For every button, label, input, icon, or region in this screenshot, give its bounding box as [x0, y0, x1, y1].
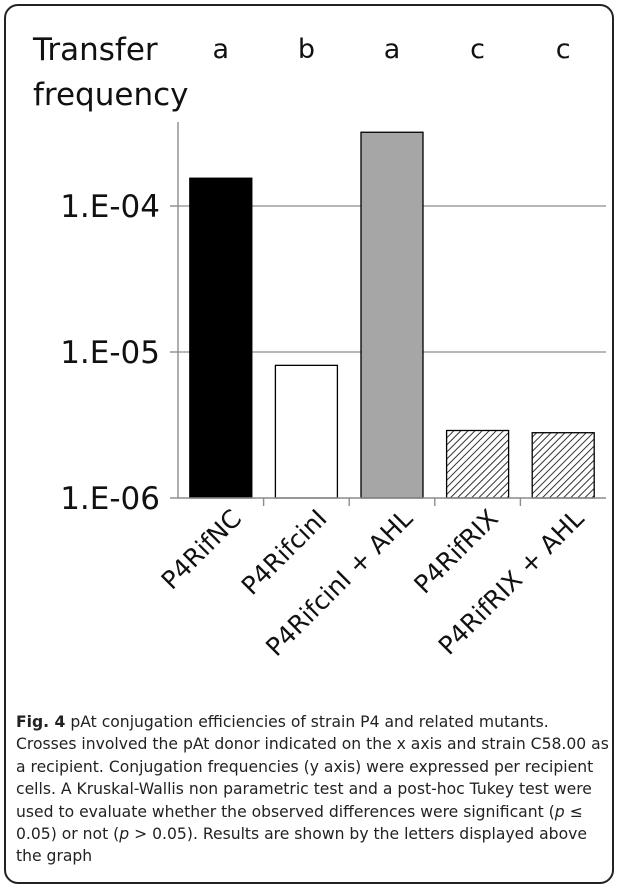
x-tick-label: P4RifNC: [156, 504, 247, 595]
bar: [274, 364, 339, 499]
caption-p-symbol: p: [554, 802, 565, 821]
caption-p-symbol: p: [119, 825, 130, 844]
caption-text: pAt conjugation efficiencies of strain P…: [16, 713, 609, 821]
x-tick-label: P4RifRIX + AHL: [433, 504, 590, 661]
significance-letter: b: [298, 34, 315, 65]
bar: [360, 131, 424, 499]
x-tick-label: P4RifcinI + AHL: [260, 504, 418, 662]
y-axis-title-line-1: Transfer: [32, 32, 158, 68]
significance-letter: a: [384, 34, 401, 65]
bar-chart: Transfer frequency a b a c c 1.E-06 1.E-05 1.E…: [32, 32, 606, 662]
significance-letter: c: [470, 34, 485, 65]
y-tick-label: 1.E-04: [60, 189, 160, 225]
caption-figure-label: Fig. 4: [16, 713, 66, 731]
y-axis-title-line-2: frequency: [33, 77, 188, 113]
bar: [189, 177, 253, 499]
bar: [531, 432, 595, 499]
significance-letter: a: [213, 34, 230, 65]
caption-text-mid: ≤ 0.05) or not (: [16, 802, 583, 844]
figure-caption: Fig. 4 pAt conjugation efficiencies of s…: [16, 711, 612, 868]
y-tick-label: 1.E-06: [60, 481, 160, 517]
y-tick-label: 1.E-05: [60, 335, 160, 371]
caption-text-end: > 0.05). Results are shown by the letter…: [16, 825, 587, 866]
significance-letter: c: [556, 34, 571, 65]
bar: [445, 429, 510, 499]
